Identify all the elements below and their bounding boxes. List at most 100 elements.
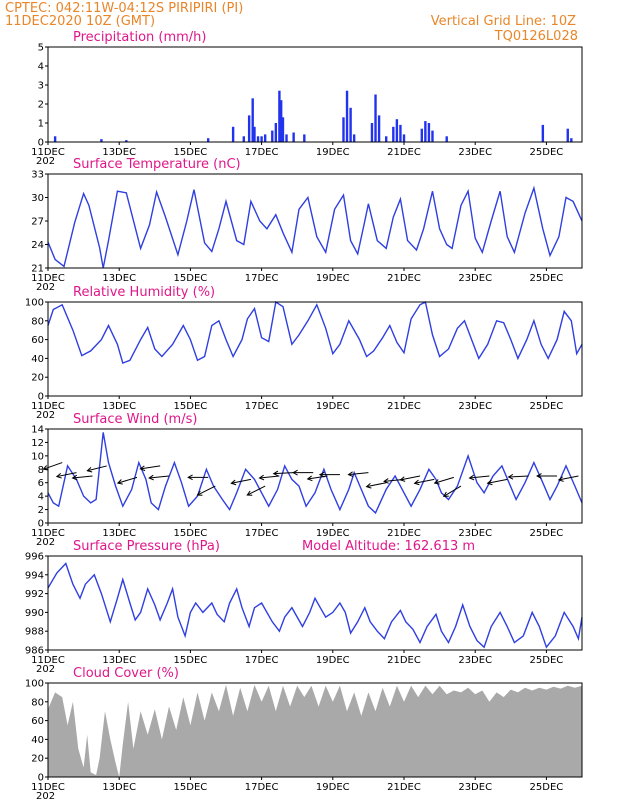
- y-tick-label: 8: [38, 465, 44, 476]
- precip-bar: [53, 136, 57, 142]
- wind-arrow: [43, 462, 63, 470]
- precip-bar: [374, 94, 377, 142]
- header-gridline: Vertical Grid Line: 10Z: [431, 14, 576, 29]
- precip-bar: [279, 100, 283, 142]
- x-tick-label: 25DEC: [530, 528, 564, 539]
- x-tick-label: 17DEC: [245, 273, 279, 284]
- x-tick-label: 13DEC: [102, 273, 136, 284]
- wind-arrow-head: [116, 479, 123, 485]
- year-label: 202: [36, 410, 55, 421]
- y-tick-label: 10: [31, 451, 44, 462]
- panel-title: Relative Humidity (%): [73, 285, 215, 300]
- x-tick-label: 25DEC: [530, 273, 564, 284]
- wind-arrow: [348, 472, 369, 476]
- x-tick-label: 17DEC: [245, 147, 279, 158]
- y-tick-label: 20: [31, 373, 44, 384]
- y-tick-label: 3: [38, 81, 44, 92]
- wind-arrow: [508, 475, 529, 478]
- precip-bar: [263, 134, 267, 142]
- y-tick-label: 27: [31, 217, 44, 228]
- y-tick-label: 30: [31, 193, 44, 204]
- precip-bar: [566, 128, 569, 142]
- wind-arrow-head: [383, 478, 389, 484]
- wind-arrow-head: [433, 479, 440, 485]
- y-tick-label: 992: [25, 589, 44, 600]
- rh-line: [47, 300, 583, 365]
- precip-bar: [352, 134, 356, 142]
- year-label: 202: [36, 537, 55, 548]
- wind-arrow-head: [347, 471, 354, 478]
- wind-arrow: [414, 478, 435, 484]
- panel-frame: [47, 46, 583, 143]
- wind-arrow: [469, 475, 490, 479]
- precip-bar: [570, 138, 573, 142]
- wind-arrow: [443, 485, 462, 497]
- precip-bar: [292, 132, 295, 142]
- x-tick-label: 23DEC: [458, 782, 492, 793]
- x-tick-label: 15DEC: [174, 401, 208, 412]
- x-tick-label: 23DEC: [458, 273, 492, 284]
- y-tick-label: 4: [38, 492, 44, 503]
- wind-arrow: [231, 478, 252, 484]
- wind-arrow-head: [71, 474, 78, 481]
- x-tick-label: 23DEC: [458, 528, 492, 539]
- y-tick-label: 12: [31, 438, 44, 449]
- header-date: 11DEC2020 10Z (GMT): [5, 14, 155, 29]
- y-tick-label: 21: [31, 264, 44, 275]
- x-tick-label: 17DEC: [245, 782, 279, 793]
- panel-cloud: 0 20 40 60 80 100 11DEC 13DEC 15DEC 17DEC 19DEC 21D…: [25, 666, 583, 800]
- wind-arrow: [366, 482, 387, 488]
- precip-bar: [274, 123, 278, 142]
- precip-bar: [303, 134, 306, 142]
- y-tick-label: 990: [25, 608, 44, 619]
- year-label: 202: [36, 664, 55, 675]
- x-tick-label: 11DEC: [31, 528, 65, 539]
- y-tick-label: 60: [31, 335, 44, 346]
- precip-bar: [278, 90, 281, 142]
- x-tick-label: 17DEC: [245, 401, 279, 412]
- y-tick-label: 988: [25, 627, 44, 638]
- x-tick-label: 11DEC: [31, 147, 65, 158]
- precip-bar: [349, 107, 352, 142]
- panel-title: Precipitation (mm/h): [73, 30, 206, 45]
- header-station: CPTEC: 042:11W-04:12S PIRIPIRI (PI): [5, 1, 243, 16]
- x-tick-label: 15DEC: [174, 655, 208, 666]
- x-tick-label: 13DEC: [102, 655, 136, 666]
- press-line: [47, 562, 583, 649]
- wind-arrow: [140, 465, 161, 470]
- model-altitude: Model Altitude: 162.613 m: [302, 539, 475, 554]
- precip-bar: [445, 136, 448, 142]
- precip-bar: [242, 136, 245, 142]
- x-tick-label: 19DEC: [316, 273, 350, 284]
- x-tick-label: 17DEC: [245, 655, 279, 666]
- wind-arrow: [117, 476, 138, 484]
- precip-bar: [392, 126, 395, 142]
- y-tick-label: 20: [31, 754, 44, 765]
- x-tick-label: 23DEC: [458, 401, 492, 412]
- y-tick-label: 996: [25, 552, 44, 563]
- y-tick-label: 986: [25, 646, 44, 657]
- x-tick-label: 25DEC: [530, 401, 564, 412]
- panel-title: Surface Temperature (nC): [73, 157, 241, 172]
- x-tick-label: 21DEC: [387, 147, 421, 158]
- y-tick-label: 40: [31, 354, 44, 365]
- x-tick-label: 15DEC: [174, 147, 208, 158]
- precip-bar: [431, 130, 434, 142]
- x-tick-label: 13DEC: [102, 401, 136, 412]
- wind-arrow-head: [413, 479, 420, 486]
- year-label: 202: [36, 156, 55, 167]
- wind-arrow-head: [365, 483, 372, 489]
- y-tick-label: 80: [31, 697, 44, 708]
- x-tick-label: 13DEC: [102, 147, 136, 158]
- x-tick-label: 15DEC: [174, 528, 208, 539]
- panel-title: Surface Wind (m/s): [73, 412, 197, 427]
- precip-bar: [256, 136, 260, 142]
- precip-bar: [427, 123, 431, 142]
- wind-arrow-head: [442, 491, 449, 497]
- precip-bar: [100, 139, 103, 142]
- temp-line: [47, 185, 583, 269]
- x-tick-label: 25DEC: [530, 147, 564, 158]
- x-tick-label: 25DEC: [530, 782, 564, 793]
- y-tick-label: 0: [38, 773, 44, 784]
- x-tick-label: 11DEC: [31, 782, 65, 793]
